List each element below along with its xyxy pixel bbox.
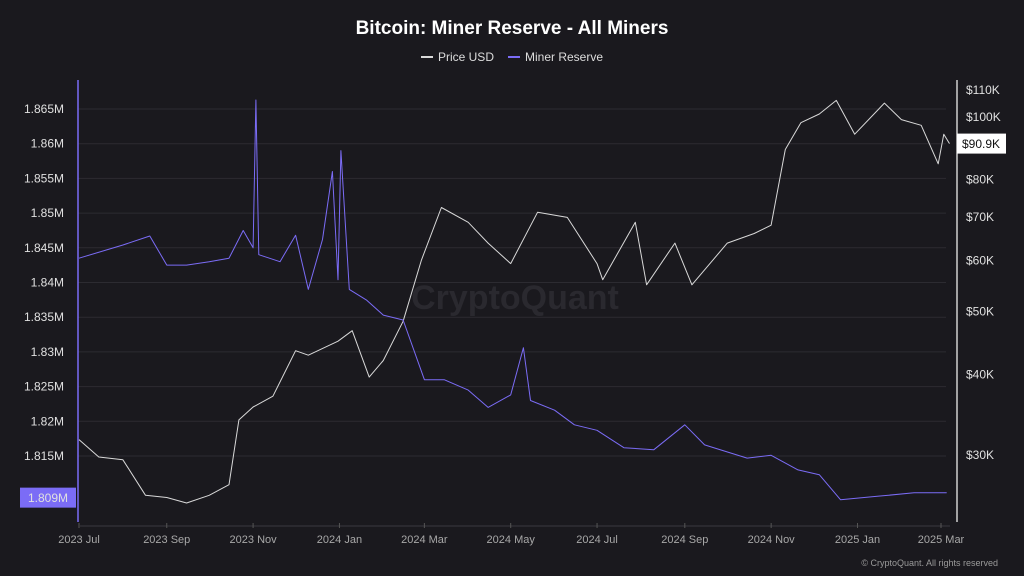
- x-tick-label: 2024 Jan: [317, 534, 362, 546]
- right-tick-label: $70K: [966, 210, 994, 224]
- left-tick-label: 1.865M: [24, 102, 64, 116]
- legend-item-price[interactable]: Price USD: [420, 50, 494, 64]
- left-tick-label: 1.84M: [31, 276, 64, 290]
- right-tick-label: $100K: [966, 110, 1001, 124]
- x-tick-label: 2023 Sep: [143, 534, 190, 546]
- x-tick-label: 2024 May: [487, 534, 536, 546]
- legend-swatch-price: [420, 56, 433, 58]
- legend-item-miner-reserve[interactable]: Miner Reserve: [507, 50, 604, 64]
- legend-swatch-miner-reserve: [507, 56, 520, 58]
- credit: © CryptoQuant. All rights reserved: [861, 558, 998, 568]
- right-tick-label: $80K: [966, 172, 994, 186]
- legend: Price USD Miner Reserve: [0, 50, 1024, 64]
- right-tick-label: $40K: [966, 367, 994, 381]
- series-line-price: [78, 99, 950, 504]
- left-tick-label: 1.855M: [24, 171, 64, 185]
- right-tick-label: $30K: [966, 448, 994, 462]
- left-tick-label: 1.83M: [31, 345, 64, 359]
- x-tick-label: 2024 Jul: [576, 534, 618, 546]
- current-reserve-badge: [20, 487, 76, 508]
- left-tick-label: 1.845M: [24, 241, 64, 255]
- left-tick-label: 1.835M: [24, 310, 64, 324]
- current-price-badge: [957, 133, 1006, 154]
- left-tick-label: 1.815M: [24, 449, 64, 463]
- current-price-label: $90.9K: [962, 137, 1000, 151]
- left-tick-label: 1.86M: [31, 137, 64, 151]
- right-tick-label: $60K: [966, 253, 994, 267]
- series-line-miner-reserve: [78, 99, 947, 501]
- x-tick-label: 2023 Jul: [58, 534, 100, 546]
- watermark: CryptoQuant: [411, 279, 619, 317]
- legend-label-miner-reserve: Miner Reserve: [524, 50, 604, 64]
- left-tick-label: 1.825M: [24, 380, 64, 394]
- x-tick-label: 2024 Nov: [748, 534, 796, 546]
- left-tick-label: 1.82M: [31, 414, 64, 428]
- x-tick-label: 2023 Nov: [230, 534, 278, 546]
- chart-title: Bitcoin: Miner Reserve - All Miners: [355, 18, 669, 39]
- current-reserve-label: 1.809M: [28, 491, 68, 505]
- x-tick-label: 2024 Mar: [401, 534, 448, 546]
- x-tick-label: 2025 Mar: [918, 534, 965, 546]
- x-tick-label: 2024 Sep: [661, 534, 708, 546]
- x-tick-label: 2025 Jan: [835, 534, 880, 546]
- right-tick-label: $50K: [966, 305, 994, 319]
- legend-label-price: Price USD: [437, 50, 494, 64]
- right-tick-label: $110K: [966, 83, 1000, 97]
- left-tick-label: 1.85M: [31, 206, 64, 220]
